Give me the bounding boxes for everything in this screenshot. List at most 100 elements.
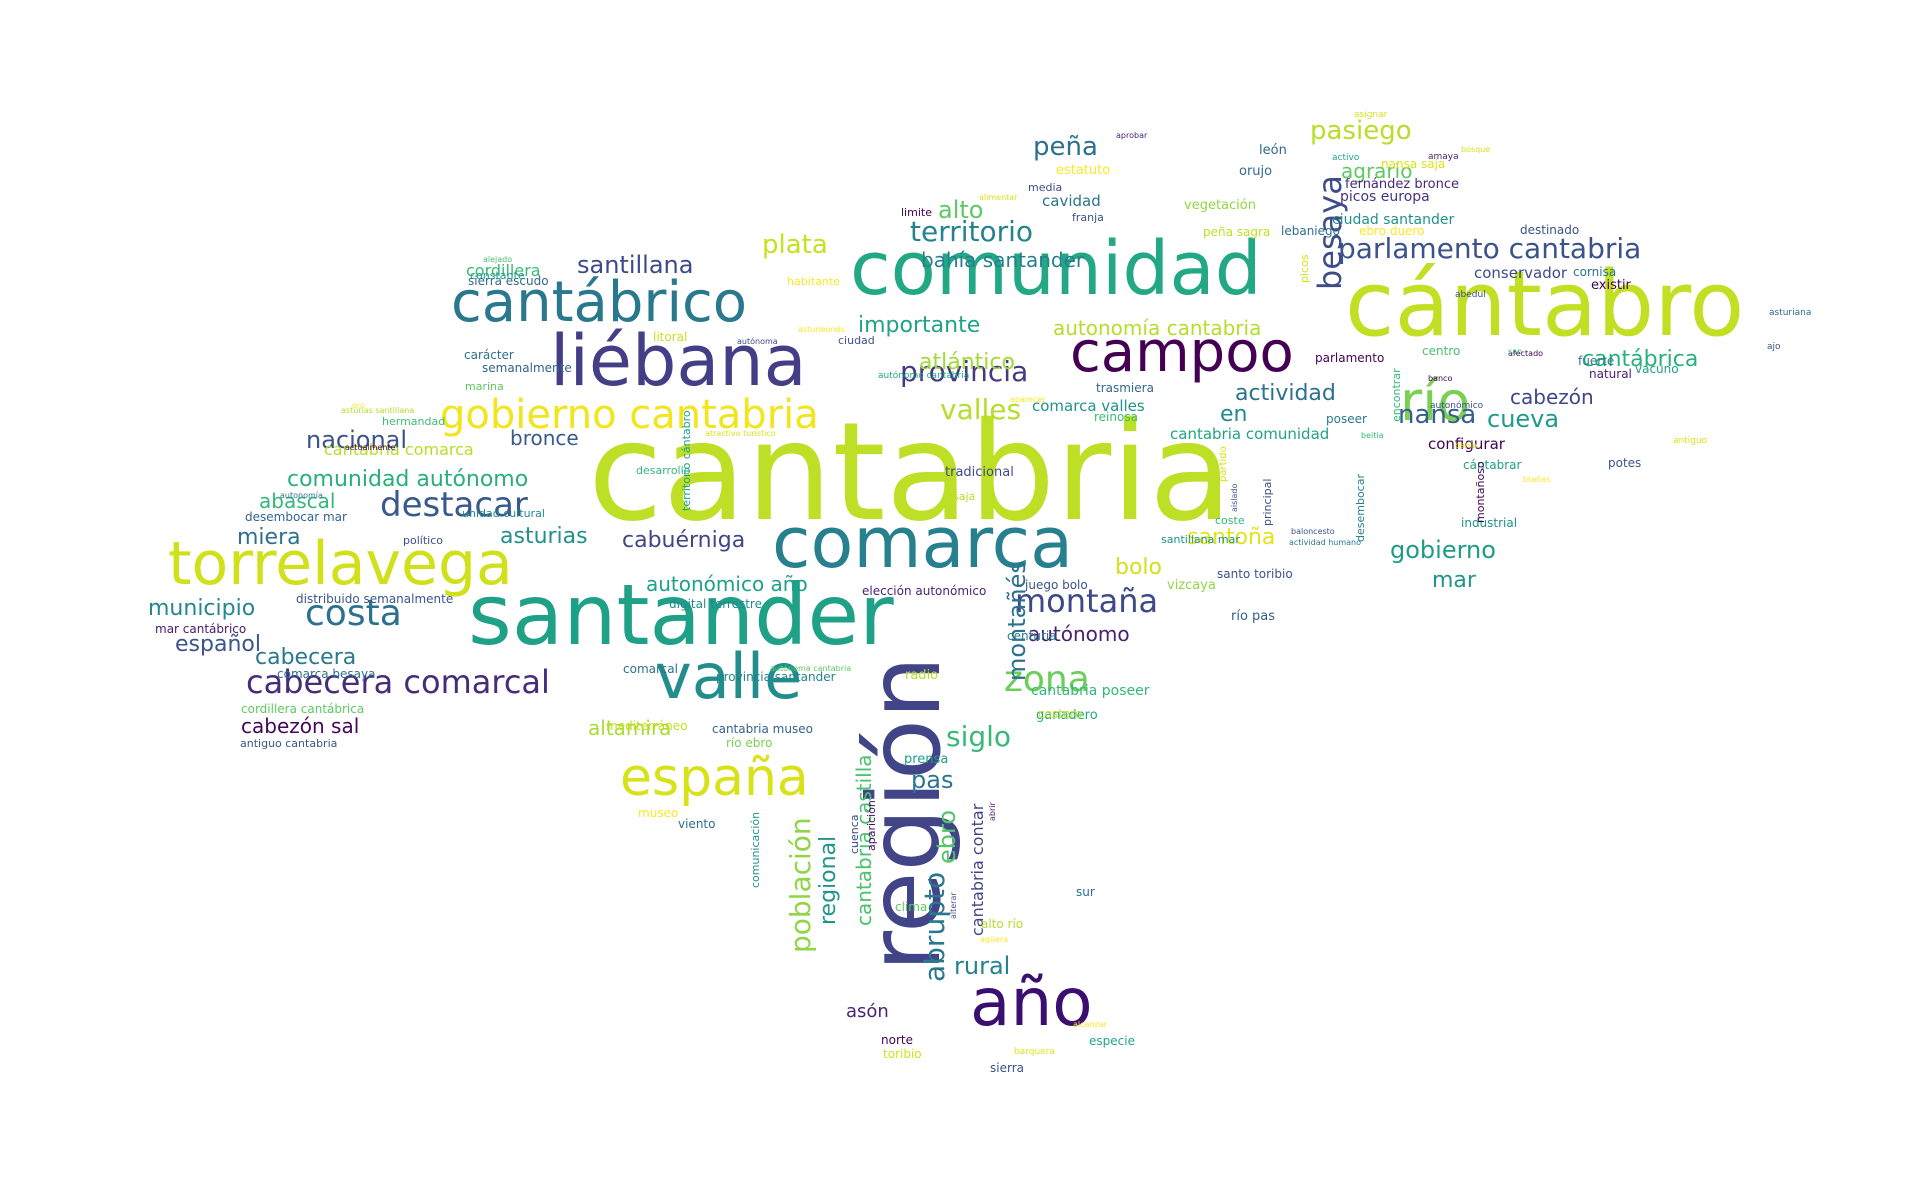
- cloud-word: santo toribio: [1217, 567, 1293, 581]
- cloud-word: peña sagra: [1203, 225, 1271, 239]
- cloud-word: regional: [816, 835, 841, 925]
- cloud-word: antiguo: [1673, 436, 1708, 446]
- cloud-word: miera: [237, 525, 301, 550]
- cloud-word: toribio: [883, 1047, 922, 1061]
- cloud-word: gobierno: [1390, 536, 1496, 564]
- cloud-word: conservador: [1474, 264, 1568, 282]
- cloud-word: habitante: [787, 275, 840, 288]
- cloud-word: ganadero: [1036, 708, 1098, 723]
- cloud-word: comunidad: [850, 226, 1262, 312]
- cloud-word: alto: [938, 196, 984, 224]
- cloud-word: cuenca: [848, 814, 861, 854]
- cloud-word: potes: [1608, 456, 1642, 470]
- cloud-word: fernández bronce: [1345, 177, 1459, 192]
- cloud-word: actividad: [1235, 381, 1336, 406]
- cloud-word: alto río: [981, 917, 1024, 931]
- cloud-word: banco: [1428, 374, 1453, 383]
- cloud-word: abrupto: [918, 871, 951, 982]
- cloud-word: centuria: [1007, 629, 1057, 643]
- cloud-word: configurar: [1428, 435, 1505, 453]
- cloud-word: franja: [1072, 211, 1104, 224]
- cloud-word: estatuto: [1056, 163, 1111, 178]
- cloud-word: media: [1028, 181, 1063, 194]
- cloud-word: cabecera: [255, 645, 357, 670]
- cloud-word: cantabria comunidad: [1170, 425, 1330, 443]
- cloud-word: cabezón sal: [241, 714, 360, 738]
- cloud-word: torrelavega: [168, 529, 513, 599]
- cloud-word: bahía: [1455, 441, 1478, 450]
- cloud-word: asignar: [1354, 110, 1388, 120]
- cloud-word: vizcaya: [1167, 578, 1216, 593]
- cloud-word: asón: [846, 1001, 889, 1022]
- cloud-word: alejado: [483, 255, 513, 264]
- cloud-word: autonómico: [1430, 401, 1484, 411]
- cloud-word: abedul: [1455, 290, 1486, 300]
- cloud-word: mar cantábrico: [155, 622, 247, 636]
- cloud-word: campoo: [1070, 320, 1294, 385]
- cloud-word: población: [784, 817, 817, 953]
- cloud-word: reinosa: [1094, 410, 1138, 424]
- cloud-word: santander: [468, 566, 894, 664]
- cloud-word: río ebro: [726, 736, 773, 750]
- cloud-word: aparición: [865, 800, 878, 851]
- cloud-word: cueva: [1487, 405, 1560, 433]
- cloud-word: barquera: [1014, 1047, 1055, 1057]
- cloud-word: distribuido semanalmente: [296, 592, 454, 606]
- cloud-word: alterar: [949, 892, 958, 919]
- cloud-word: museo: [638, 806, 679, 820]
- cloud-word: afectado: [1508, 349, 1544, 358]
- cloud-word: carácter: [464, 348, 514, 362]
- cloud-word: territorio cántabro: [680, 410, 693, 511]
- cloud-word: lebaniego: [1281, 224, 1340, 238]
- cloud-word: cantabria poseer: [1031, 683, 1150, 699]
- cloud-word: sur: [1076, 885, 1095, 899]
- cloud-word: comarca: [772, 502, 1074, 584]
- cloud-word: autonomía cantabria: [1053, 316, 1262, 340]
- cloud-word: cordillera: [466, 261, 541, 280]
- cloud-word: año: [970, 964, 1093, 1041]
- cloud-word: autonomía: [280, 491, 323, 500]
- cloud-word: poseer: [1326, 412, 1367, 426]
- cloud-word: cabecera comarcal: [246, 663, 550, 701]
- cloud-word: marina: [465, 380, 504, 393]
- cloud-word: valles: [940, 393, 1022, 426]
- cloud-word: unidad cultural: [462, 507, 545, 520]
- cloud-word: cantábrico: [451, 270, 748, 335]
- cloud-word: alcanzar: [1073, 1020, 1107, 1029]
- cloud-word: comarca besaya: [277, 667, 376, 681]
- cloud-word: cantábrica: [1582, 347, 1699, 372]
- cloud-word: comarcal: [623, 662, 678, 676]
- cloud-word: antiguo cantabria: [240, 737, 338, 750]
- cloud-word: saja: [953, 490, 976, 503]
- cloud-word: pas: [911, 766, 954, 794]
- cloud-word: actividad humano: [1289, 538, 1362, 547]
- cloud-word: santillana: [577, 251, 694, 279]
- cloud-word: municipio: [148, 596, 256, 621]
- cloud-word: bahía santander: [921, 248, 1085, 272]
- cloud-word: montañoso: [1474, 461, 1487, 523]
- cloud-word: cantabria: [588, 394, 1233, 552]
- cloud-word: autonómico año: [646, 572, 808, 596]
- cloud-word: constante: [470, 269, 525, 282]
- cloud-word: cabuérniga: [622, 528, 746, 553]
- cloud-word: peña: [1033, 132, 1098, 162]
- cloud-word: oro: [352, 401, 365, 410]
- cloud-word: ajo: [1767, 342, 1781, 352]
- cloud-word: amaya: [1428, 152, 1459, 162]
- cloud-word: bosque: [1461, 145, 1491, 154]
- cloud-word: activo: [1332, 153, 1360, 163]
- cloud-word: español: [175, 632, 261, 657]
- cloud-word: atlántico: [919, 350, 1015, 375]
- cloud-word: agrario: [1341, 159, 1413, 183]
- cloud-word: mediterráneo: [606, 719, 688, 733]
- cloud-word: norte: [881, 1033, 913, 1047]
- cloud-word: digital terrestre: [669, 597, 762, 611]
- cloud-word: cornisa: [1573, 265, 1617, 279]
- cloud-word: plata: [762, 230, 828, 260]
- cloud-word: juego bolo: [1025, 578, 1088, 592]
- cloud-word: autónoma: [737, 337, 778, 346]
- cloud-word: clima: [895, 900, 928, 914]
- cloud-word: sierra escudo: [468, 274, 549, 288]
- cloud-word: cantabria museo: [712, 722, 813, 736]
